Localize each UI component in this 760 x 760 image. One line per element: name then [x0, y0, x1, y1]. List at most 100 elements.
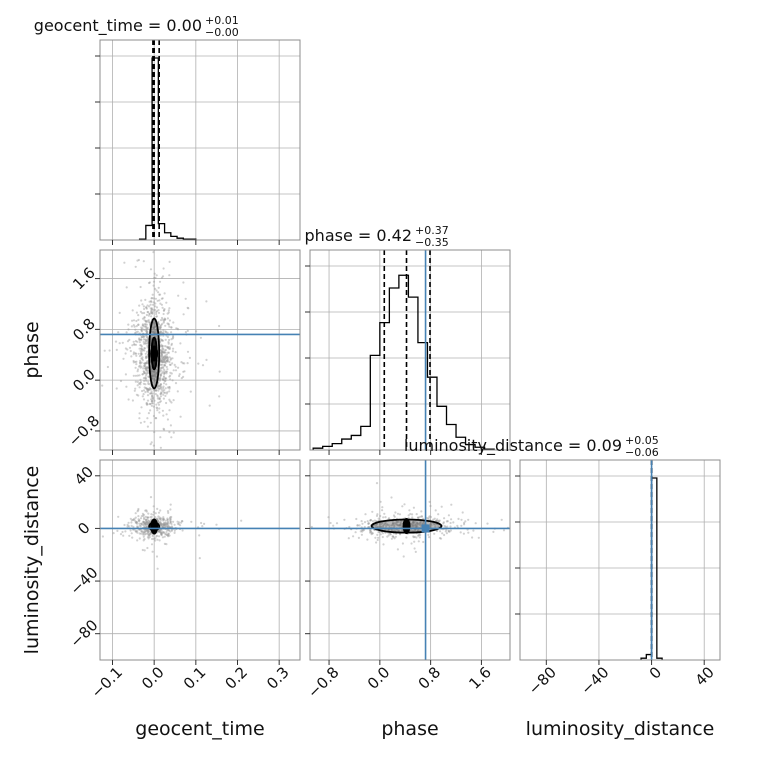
marginal-geocent-time-title: geocent_time = 0.00: [34, 16, 202, 36]
sample-point: [163, 358, 166, 361]
sample-point: [428, 515, 431, 518]
sample-point: [157, 403, 161, 406]
sample-point: [146, 390, 150, 393]
sample-point: [145, 307, 148, 310]
sample-point: [140, 345, 143, 348]
sample-point: [134, 343, 138, 346]
sample-point: [140, 532, 143, 535]
sample-point: [148, 533, 151, 537]
sample-point: [118, 311, 121, 314]
sample-point: [414, 524, 417, 527]
sample-point: [167, 522, 170, 526]
sample-point: [135, 360, 138, 363]
sample-point: [144, 387, 147, 390]
sample-point: [167, 345, 170, 349]
sample-point: [170, 522, 173, 526]
sample-point: [165, 401, 168, 405]
sample-point: [417, 534, 420, 537]
sample-point: [167, 341, 170, 344]
sample-point: [195, 330, 198, 333]
sample-point: [145, 509, 148, 512]
sample-point: [363, 525, 366, 529]
sample-point: [150, 402, 154, 405]
sample-point: [172, 347, 175, 350]
sample-point: [370, 533, 373, 536]
sample-point: [356, 524, 359, 527]
sample-point: [159, 319, 163, 322]
sample-point: [152, 371, 155, 374]
xaxis-label-luminosity-distance: luminosity_distance: [526, 718, 715, 740]
sample-point: [166, 322, 169, 325]
sample-point: [378, 525, 381, 528]
sample-point: [136, 380, 139, 383]
ytick-label-phase-3: 1.6: [69, 264, 99, 294]
sample-point: [154, 516, 157, 519]
sample-point: [138, 338, 141, 341]
sample-point: [146, 516, 149, 519]
sample-point: [165, 365, 168, 369]
sample-point: [374, 536, 377, 539]
sample-point: [141, 357, 144, 360]
sample-point: [152, 397, 155, 400]
sample-point: [147, 530, 150, 533]
sample-point: [144, 372, 147, 375]
sample-point: [134, 340, 137, 343]
sample-point: [157, 530, 161, 533]
sample-point: [160, 524, 163, 527]
sample-point: [386, 523, 389, 526]
marginal-geocent-time-title-plus: +0.01: [205, 14, 239, 27]
sample-point: [201, 364, 205, 367]
sample-point: [218, 324, 221, 328]
sample-point: [140, 299, 143, 302]
sample-point: [129, 349, 132, 353]
sample-point: [106, 365, 109, 369]
sample-point: [147, 314, 150, 317]
sample-point: [157, 515, 160, 518]
sample-point: [163, 523, 166, 526]
sample-point: [390, 537, 393, 540]
sample-point: [145, 368, 148, 371]
sample-point: [137, 219, 139, 221]
sample-point: [147, 532, 150, 535]
sample-point: [396, 524, 399, 527]
sample-point: [146, 394, 150, 397]
sample-point: [146, 532, 149, 535]
sample-point: [162, 329, 165, 332]
sample-point: [439, 530, 442, 533]
sample-point: [165, 359, 168, 363]
sample-point: [154, 512, 157, 515]
sample-point: [140, 523, 143, 526]
sample-point: [144, 519, 148, 522]
sample-point: [434, 523, 437, 526]
sample-point: [146, 366, 149, 369]
sample-point: [162, 360, 165, 364]
sample-point: [160, 366, 163, 369]
sample-point: [135, 520, 138, 523]
sample-point: [182, 313, 185, 316]
marginal-phase-title-minus: −0.35: [415, 236, 449, 249]
sample-point: [186, 329, 189, 332]
marginal-luminosity-distance-title-plus: +0.05: [625, 434, 659, 447]
sample-point: [140, 347, 143, 351]
sample-point: [393, 522, 396, 525]
sample-point: [152, 513, 155, 516]
sample-point: [160, 369, 163, 372]
sample-point: [149, 520, 152, 524]
sample-point: [386, 523, 389, 527]
sample-point: [152, 301, 155, 304]
sample-point: [420, 515, 423, 518]
sample-point: [355, 517, 358, 521]
sample-point: [145, 362, 148, 365]
sample-point: [536, 519, 538, 521]
sample-point: [149, 409, 152, 412]
sample-point: [391, 524, 394, 527]
sample-point: [169, 520, 172, 524]
sample-point: [169, 520, 172, 523]
sample-point: [144, 522, 147, 525]
sample-point: [142, 533, 145, 536]
sample-point: [417, 516, 420, 519]
sample-point: [143, 370, 146, 373]
sample-point: [144, 522, 147, 525]
sample-point: [139, 285, 142, 289]
sample-point: [142, 520, 145, 524]
